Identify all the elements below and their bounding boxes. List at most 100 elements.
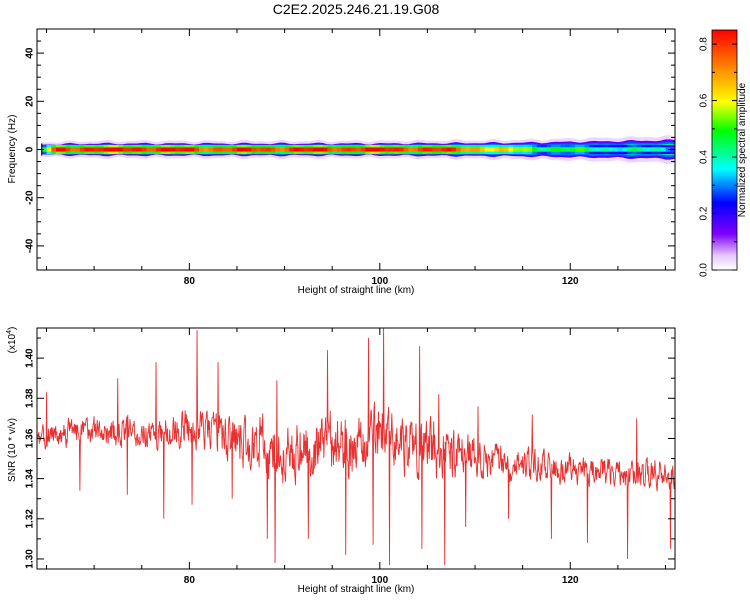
- band-halo-cell: [622, 151, 628, 155]
- band-core-cell: [146, 147, 152, 152]
- band-core-cell: [356, 147, 362, 152]
- band-halo-cell: [341, 144, 348, 148]
- band-halo-cell: [203, 151, 209, 155]
- band-halo-cell: [617, 144, 624, 148]
- band-halo-cell: [303, 144, 309, 148]
- band-core-cell: [165, 147, 171, 152]
- band-halo-cell: [179, 144, 186, 148]
- band-halo-cell: [575, 151, 581, 155]
- band-halo-cell: [660, 151, 667, 155]
- band-halo-cell: [237, 144, 243, 148]
- band-halo-cell: [432, 144, 438, 148]
- band-halo-cell: [146, 151, 152, 155]
- band-halo-cell: [317, 151, 324, 155]
- band-halo-cell: [632, 151, 638, 155]
- band-core-cell: [303, 147, 309, 152]
- band-halo-cell: [565, 144, 571, 148]
- band-halo-cell: [508, 151, 514, 155]
- band-halo-cell: [541, 144, 548, 148]
- band-core-cell: [598, 147, 605, 152]
- band-halo-cell: [627, 144, 633, 148]
- band-halo-cell: [384, 144, 390, 148]
- band-core-cell: [322, 147, 329, 152]
- band-halo-cell: [398, 144, 405, 148]
- band-halo-cell: [384, 151, 390, 155]
- band-halo-cell: [636, 144, 643, 148]
- band-halo-cell: [170, 151, 176, 155]
- spectrogram-ticks: 80 100 120 -40 -20 0 20 40: [25, 28, 675, 287]
- band-halo-cell: [356, 151, 362, 155]
- band-core-cell: [208, 147, 214, 152]
- spectrogram-x-axis-label: Height of straight line (km): [298, 285, 415, 296]
- band-halo-cell: [584, 151, 590, 155]
- band-halo-cell: [370, 151, 376, 155]
- spectrogram-x-tick-label-120: 120: [562, 276, 579, 287]
- band-core-cell: [470, 147, 476, 152]
- band-halo-cell: [260, 151, 267, 155]
- band-halo-cell: [641, 151, 648, 155]
- band-core-cell: [636, 147, 643, 152]
- band-halo-cell: [127, 144, 133, 148]
- band-halo-cell: [89, 151, 95, 155]
- band-halo-cell: [351, 144, 357, 148]
- band-halo-cell: [313, 151, 319, 155]
- band-halo-cell: [265, 151, 271, 155]
- band-halo-cell: [403, 144, 409, 148]
- band-halo-cell: [475, 144, 481, 148]
- snr-y-tick-label-1minus-3: 1.30: [25, 549, 36, 569]
- band-core-cell: [370, 147, 376, 152]
- band-core-cell: [546, 147, 552, 152]
- band-halo-cell: [327, 144, 333, 148]
- band-core-cell: [270, 147, 276, 152]
- band-core-cell: [508, 147, 514, 152]
- band-halo-cell: [403, 151, 409, 155]
- band-halo-cell: [422, 151, 429, 155]
- band-halo-cell: [413, 151, 419, 155]
- band-halo-cell: [146, 144, 152, 148]
- band-halo-cell: [132, 151, 138, 155]
- band-halo-cell: [608, 151, 614, 155]
- band-core-cell: [194, 147, 200, 152]
- band-halo-cell: [60, 151, 67, 155]
- band-halo-cell: [394, 151, 400, 155]
- band-core-cell: [232, 147, 238, 152]
- band-core-cell: [484, 147, 490, 152]
- band-halo-cell: [613, 151, 619, 155]
- band-core-cell: [651, 147, 657, 152]
- band-core-cell: [189, 147, 195, 152]
- band-core-cell: [217, 147, 224, 152]
- band-halo-cell: [208, 151, 214, 155]
- band-core-cell: [317, 147, 324, 152]
- snr-y-tick-label-1minus-34: 1.34: [25, 468, 36, 488]
- band-core-cell: [332, 147, 338, 152]
- band-halo-cell: [365, 144, 371, 148]
- band-core-cell: [241, 147, 248, 152]
- band-core-cell: [660, 147, 667, 152]
- band-halo-cell: [346, 144, 352, 148]
- band-halo-cell: [217, 144, 224, 148]
- band-halo-cell: [198, 144, 205, 148]
- band-halo-cell: [298, 144, 305, 148]
- band-halo-cell: [541, 151, 548, 155]
- band-core-cell: [432, 147, 438, 152]
- band-halo-cell: [256, 144, 262, 148]
- spectrogram-y-tick-label-minus-40: -40: [25, 238, 36, 253]
- band-halo-cell: [417, 144, 424, 148]
- band-core-cell: [375, 147, 381, 152]
- band-core-cell: [89, 147, 95, 152]
- band-core-cell: [56, 147, 62, 152]
- band-halo-cell: [103, 144, 110, 148]
- band-core-cell: [246, 147, 252, 152]
- band-halo-cell: [237, 151, 243, 155]
- snr-series-line: [37, 328, 675, 565]
- band-halo-cell: [570, 144, 576, 148]
- band-halo-cell: [241, 151, 248, 155]
- band-halo-cell: [75, 144, 81, 148]
- band-halo-cell: [436, 151, 443, 155]
- band-halo-cell: [589, 144, 595, 148]
- band-halo-cell: [413, 144, 419, 148]
- band-halo-cell: [522, 144, 528, 148]
- band-halo-cell: [556, 144, 562, 148]
- band-halo-cell: [470, 144, 476, 148]
- band-core-cell: [84, 147, 90, 152]
